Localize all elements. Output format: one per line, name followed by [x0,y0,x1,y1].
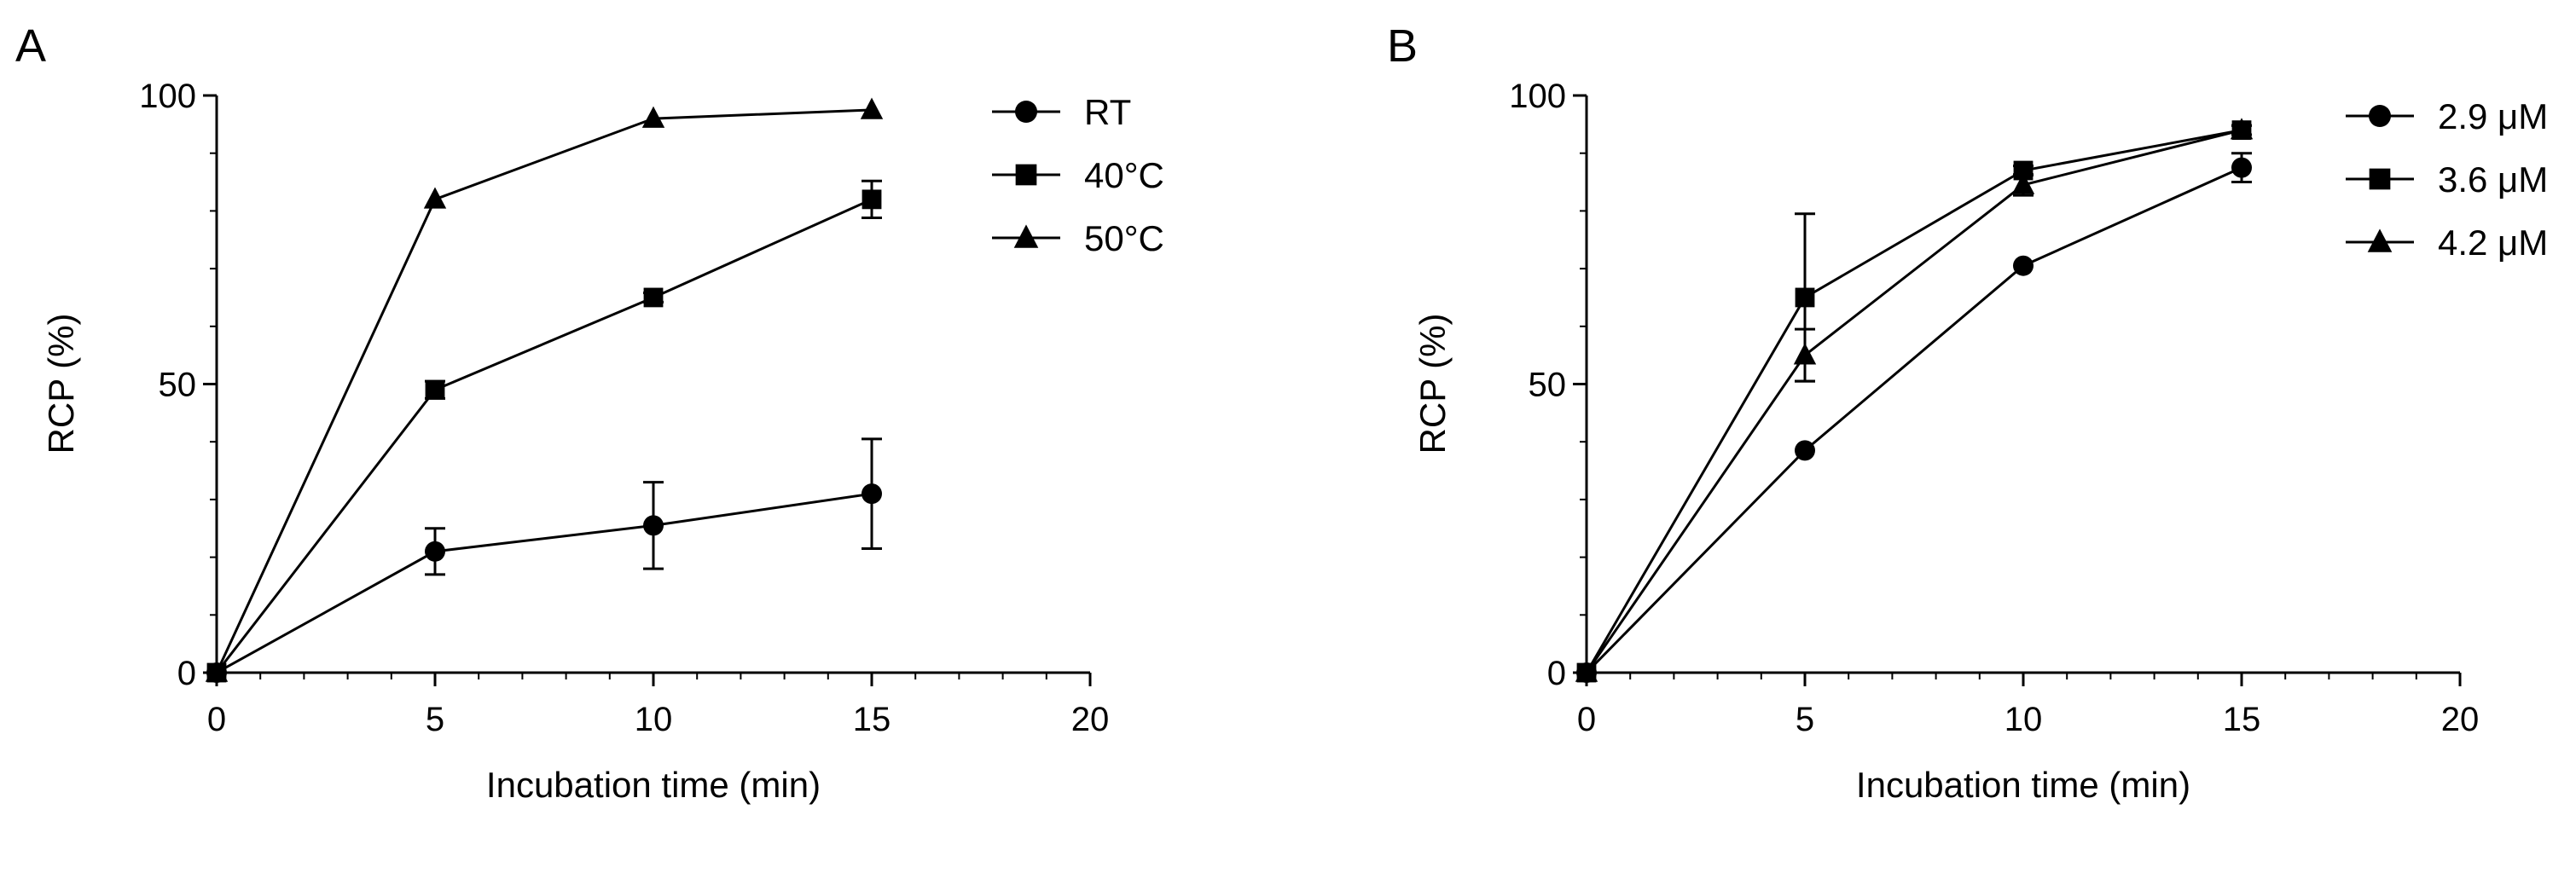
panel-a-data-point [425,541,445,562]
panel-a-legend-label: 40°C [1084,155,1164,195]
panel-b-y-tick-label: 100 [1509,78,1566,115]
panel-a-x-tick-label: 5 [426,701,444,738]
panel-b-x-tick-label: 10 [2005,701,2043,738]
panel-a-legend-marker [1015,164,1037,186]
panel-a-y-tick-label: 100 [139,78,196,115]
panel-a-plot: 0 50 100 0 5 10 15 20 [139,78,1109,738]
panel-b-x-tick-label: 15 [2223,701,2261,738]
panel-a-series-line [215,108,873,674]
panel-a-data-point [862,483,882,505]
panel-b-letter: B [1387,20,1418,72]
panel-b-series-triangle [1575,118,2254,682]
panel-a-letter: A [15,20,46,72]
panel-a-series-line [215,198,873,674]
panel-b-y-tick-label: 50 [1529,367,1567,404]
panel-a-legend: RT 40°C 50°C [992,92,1164,258]
panel-b-data-point [1795,287,1815,308]
panel-a-x-tick-label: 20 [1071,701,1110,738]
panel-b-data-point [2011,172,2035,194]
panel-b-legend-marker [2367,228,2393,252]
panel-b-legend-item: 4.2 μM [2346,223,2548,263]
panel-b-legend-item: 2.9 μM [2346,96,2548,136]
panel-b-legend: 2.9 μM 3.6 μM 4.2 μM [2346,96,2548,263]
panel-b-legend-label: 4.2 μM [2438,223,2548,263]
panel-b-legend-marker [2369,105,2391,127]
panel-a-x-axis-title: Incubation time (min) [486,765,821,805]
panel-b-series-line [1585,129,2242,674]
panel-b: B 0 50 100 0 5 10 15 20 Incubation time (min) R… [1387,20,2548,805]
panel-b-x-axis-title: Incubation time (min) [1856,765,2190,805]
panel-a-data-point [425,379,445,400]
panel-b-data-point [2230,118,2254,140]
panel-a-y-axis-title: RCP (%) [41,314,81,454]
panel-a-series-square [206,179,882,683]
panel-b-data-point [1575,660,1598,682]
panel-a-x-tick-label: 0 [207,701,226,738]
panel-b-series-square [1576,120,2252,683]
panel-b-legend-label: 2.9 μM [2438,96,2548,136]
panel-a-x-tick-label: 10 [635,701,673,738]
panel-b-legend-item: 3.6 μM [2346,159,2548,199]
panel-b-legend-marker [2369,168,2391,190]
panel-a-legend-item: 50°C [992,218,1164,258]
panel-a-legend-item: RT [992,92,1131,132]
panel-a-data-point [205,660,229,682]
panel-a-legend-marker [1015,101,1037,123]
panel-b-series-line [1585,129,2242,674]
panel-b-plot: 0 50 100 0 5 10 15 20 [1509,78,2479,738]
panel-a-x-tick-label: 15 [853,701,891,738]
panel-a-data-point [860,97,884,119]
panel-b-x-tick-label: 5 [1796,701,1814,738]
panel-b-series-line [1585,166,2242,674]
panel-a-y-tick-label: 50 [159,367,197,404]
panel-a-data-point [643,287,664,308]
panel-b-data-point [1793,343,1817,365]
panel-a-data-point [423,187,447,209]
panel-b-y-axis-title: RCP (%) [1413,314,1453,454]
panel-b-x-tick-label: 0 [1577,701,1596,738]
panel-a-legend-label: 50°C [1084,218,1164,258]
panel-b-legend-label: 3.6 μM [2438,159,2548,199]
panel-b-data-point [2013,255,2034,276]
panel-b-data-point [1795,440,1815,461]
panel-a-series-triangle [205,97,884,682]
panel-b-y-tick-label: 0 [1547,655,1566,692]
panel-a-data-point [862,189,882,210]
panel-a: A 0 50 100 0 5 10 15 20 Incubation time (min) R… [15,20,1164,805]
panel-a-series-line [216,492,873,674]
panel-a-y-tick-label: 0 [177,655,196,692]
panel-a-legend-item: 40°C [992,155,1164,195]
panel-a-data-point [641,106,665,128]
panel-b-x-tick-label: 20 [2441,701,2480,738]
panel-a-legend-label: RT [1084,92,1131,132]
panel-b-data-point [2231,157,2252,178]
panel-a-data-point [643,515,664,536]
panel-a-legend-marker [1013,224,1039,248]
